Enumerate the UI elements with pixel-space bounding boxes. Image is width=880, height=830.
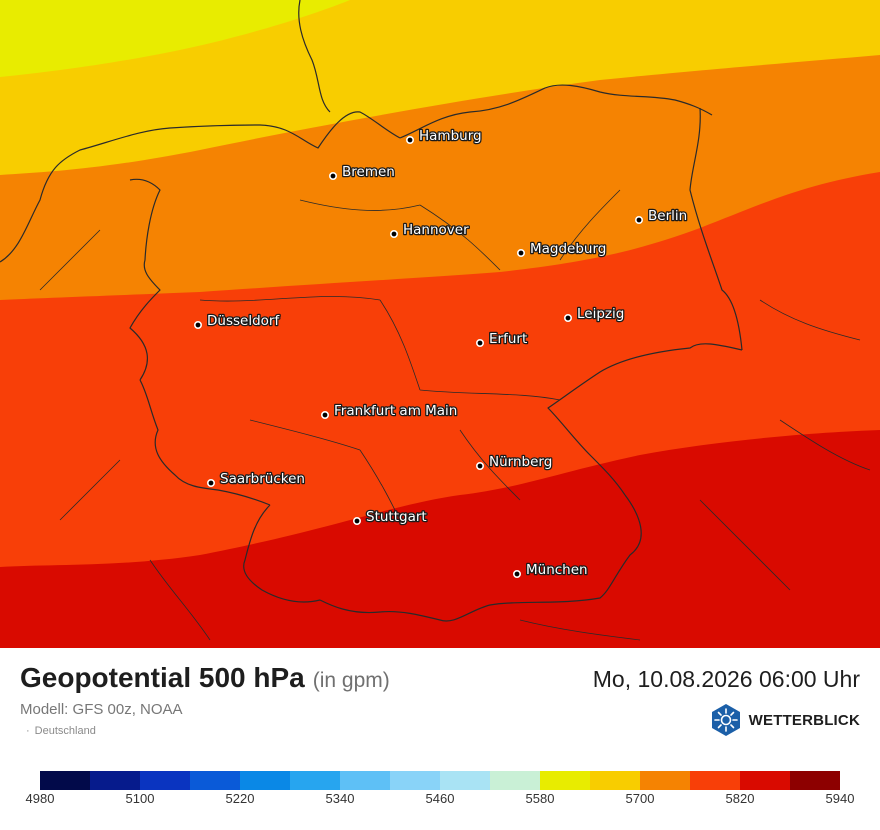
poland-border bbox=[689, 107, 743, 351]
band-5700 bbox=[0, 0, 880, 175]
legend-swatch bbox=[540, 771, 590, 790]
sun-snowflake-logo-icon bbox=[711, 704, 740, 736]
czech-border bbox=[547, 343, 743, 496]
legend-swatch bbox=[440, 771, 490, 790]
legend-tick-label: 5700 bbox=[625, 791, 655, 806]
benelux-border bbox=[129, 178, 161, 381]
city-label: Frankfurt am Main bbox=[334, 403, 457, 419]
city-marker-berlin bbox=[634, 216, 643, 225]
denmark-border bbox=[298, 0, 331, 113]
city-marker-leipzig bbox=[563, 313, 572, 322]
city-marker-saarbrücken bbox=[207, 478, 216, 487]
legend-swatch bbox=[190, 771, 240, 790]
city-label: Magdeburg bbox=[530, 241, 606, 257]
geopotential-bands bbox=[0, 0, 880, 648]
legend-tick-label: 5940 bbox=[825, 791, 855, 806]
legend-tick-label: 5220 bbox=[225, 791, 255, 806]
model-info: Modell: GFS 00z, NOAA bbox=[20, 701, 183, 718]
forecast-datetime: Mo, 10.08.2026 06:00 Uhr bbox=[592, 666, 860, 692]
legend-tick-label: 5580 bbox=[525, 791, 555, 806]
legend-swatch bbox=[340, 771, 390, 790]
city-marker-nürnberg bbox=[475, 461, 484, 470]
city-label: Saarbrücken bbox=[220, 471, 305, 487]
legend-swatch bbox=[290, 771, 340, 790]
legend-swatch bbox=[640, 771, 690, 790]
legend-swatch bbox=[390, 771, 440, 790]
unit-label: (in gpm) bbox=[312, 669, 390, 692]
city-label: Hannover bbox=[403, 222, 469, 238]
city-label: Hamburg bbox=[419, 128, 482, 144]
city-marker-bremen bbox=[328, 172, 337, 181]
color-legend bbox=[40, 771, 840, 790]
city-label: Berlin bbox=[648, 208, 687, 224]
city-label: Bremen bbox=[342, 164, 395, 180]
band-5640 bbox=[0, 0, 350, 77]
legend-tick-label: 5340 bbox=[325, 791, 355, 806]
city-marker-düsseldorf bbox=[194, 320, 203, 329]
city-marker-hannover bbox=[389, 230, 398, 239]
legend-swatch bbox=[490, 771, 540, 790]
legend-swatch bbox=[40, 771, 90, 790]
brand-logo[interactable]: WETTERBLICK bbox=[709, 703, 860, 737]
france-border bbox=[139, 379, 271, 506]
city-label: Erfurt bbox=[489, 331, 527, 347]
map-title: Geopotential 500 hPa (in gpm) bbox=[20, 662, 390, 693]
legend-tick-label: 5100 bbox=[125, 791, 155, 806]
baltic-coast bbox=[399, 84, 713, 139]
legend-ticks: 4980 5100 5220 5340 5460 5580 5700 5820 5940 bbox=[0, 791, 880, 811]
city-marker-frankfurt-am-main bbox=[320, 410, 329, 419]
legend-swatch bbox=[140, 771, 190, 790]
legend-swatch bbox=[240, 771, 290, 790]
city-markers: Hamburg Bremen Berlin Hannover Magdeburg Düss… bbox=[194, 127, 688, 579]
legend-swatch bbox=[90, 771, 140, 790]
austria-border bbox=[319, 494, 642, 622]
legend-swatch bbox=[590, 771, 640, 790]
city-label: Leipzig bbox=[577, 306, 624, 322]
region-label: · Deutschland bbox=[26, 725, 96, 737]
legend-swatch bbox=[740, 771, 790, 790]
map-footer: Geopotential 500 hPa (in gpm) Mo, 10.08.2… bbox=[0, 648, 880, 830]
brand-name: WETTERBLICK bbox=[748, 711, 860, 729]
bullet-icon: · bbox=[26, 725, 30, 737]
legend-swatch bbox=[790, 771, 840, 790]
internal-state-borders bbox=[39, 189, 871, 641]
city-label: Stuttgart bbox=[366, 509, 427, 525]
country-borders bbox=[0, 0, 871, 641]
north-sea-coast bbox=[0, 111, 401, 263]
legend-tick-label: 5460 bbox=[425, 791, 455, 806]
city-label: Düsseldorf bbox=[207, 313, 280, 329]
legend-tick-label: 4980 bbox=[25, 791, 55, 806]
city-marker-erfurt bbox=[475, 338, 484, 347]
city-marker-hamburg bbox=[405, 136, 414, 145]
city-marker-münchen bbox=[512, 569, 521, 578]
city-label: München bbox=[526, 562, 588, 578]
city-label: Nürnberg bbox=[489, 454, 552, 470]
city-marker-magdeburg bbox=[516, 249, 525, 258]
weather-map: Hamburg Bremen Berlin Hannover Magdeburg Düss… bbox=[0, 0, 880, 648]
legend-tick-label: 5820 bbox=[725, 791, 755, 806]
legend-swatch bbox=[690, 771, 740, 790]
switzerland-border bbox=[243, 504, 321, 603]
city-marker-stuttgart bbox=[352, 516, 361, 525]
